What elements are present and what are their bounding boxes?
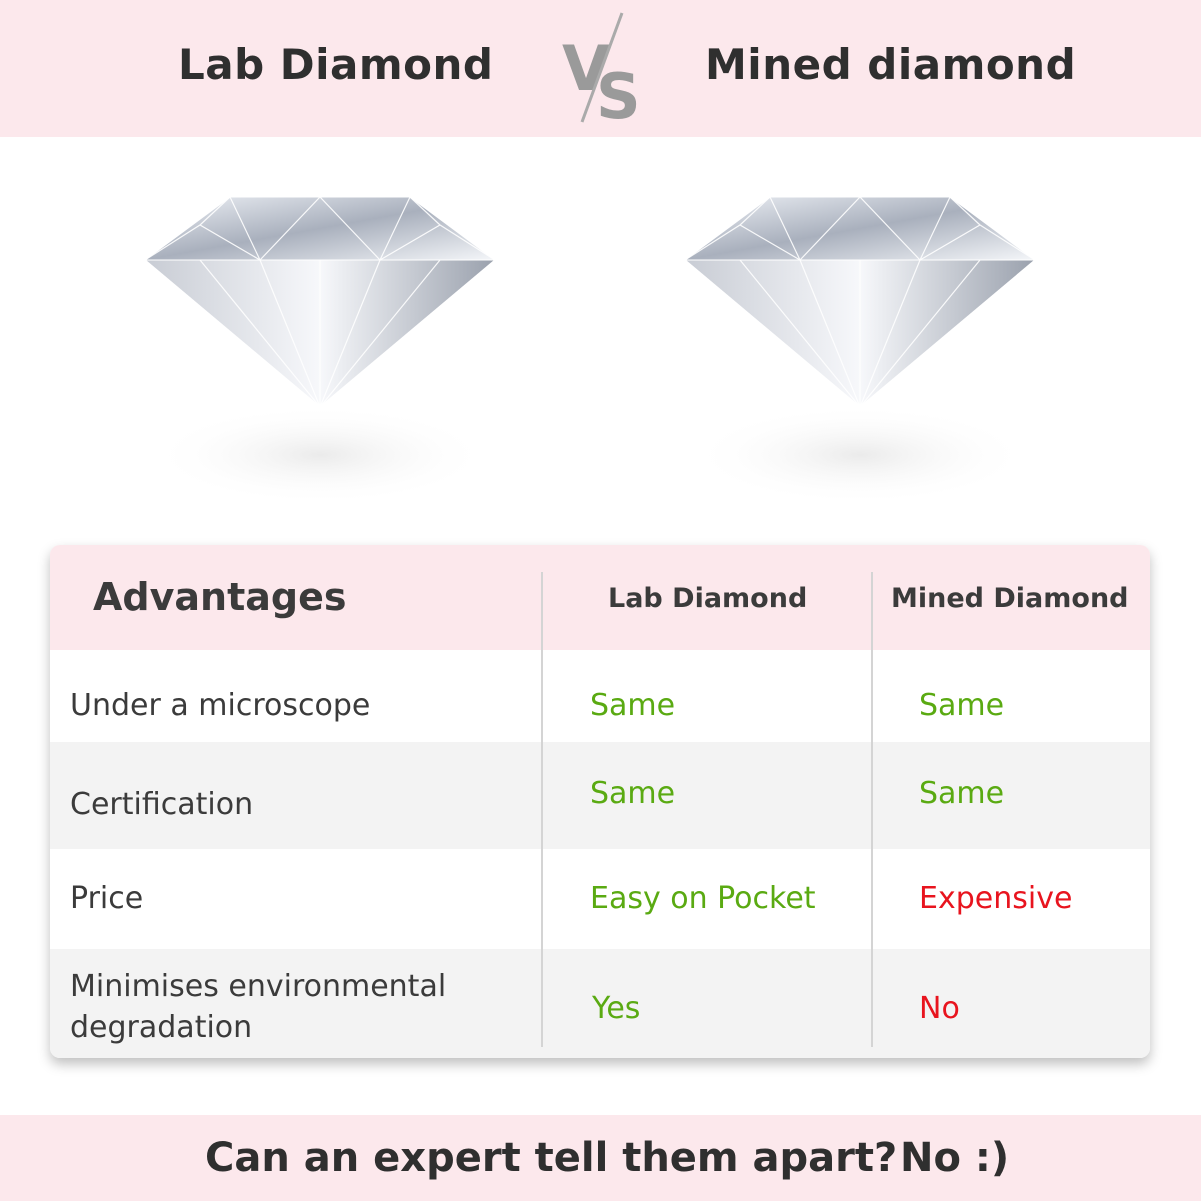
row-label: Certification — [70, 787, 254, 822]
row-label: Price — [70, 881, 144, 916]
mined-value: No — [919, 991, 960, 1026]
column-divider — [871, 572, 873, 1047]
header-lab-diamond: Lab Diamond — [608, 583, 808, 614]
table-row: Under a microscope Same Same — [50, 650, 1150, 742]
comparison-table: Advantages Lab Diamond Mined Diamond Und… — [50, 545, 1150, 1058]
header-mined-diamond: Mined Diamond — [891, 583, 1129, 614]
table-row: Minimises environmental degradation Yes … — [50, 949, 1150, 1058]
footer-answer: No :) — [900, 1135, 1010, 1181]
lab-diamond-title: Lab Diamond — [178, 40, 494, 89]
mined-value: Expensive — [919, 881, 1073, 916]
lab-value: Same — [590, 776, 676, 811]
lab-value: Easy on Pocket — [590, 881, 816, 916]
column-divider — [541, 572, 543, 1047]
mined-value: Same — [919, 688, 1005, 723]
table-header-row: Advantages Lab Diamond Mined Diamond — [50, 545, 1150, 650]
svg-text:S: S — [596, 60, 640, 125]
lab-value: Same — [590, 688, 676, 723]
row-label-line2: degradation — [70, 1010, 253, 1045]
header-advantages: Advantages — [93, 575, 347, 619]
row-label: Under a microscope — [70, 688, 371, 723]
lab-value: Yes — [592, 991, 641, 1026]
table-row: Price Easy on Pocket Expensive — [50, 849, 1150, 949]
table-row: Certification Same Same — [50, 742, 1150, 849]
footer-question: Can an expert tell them apart? — [205, 1135, 898, 1181]
footer-banner: Can an expert tell them apart? No :) — [0, 1115, 1201, 1201]
row-label-line1: Minimises environmental — [70, 969, 447, 1004]
lab-diamond-image — [143, 196, 497, 505]
mined-diamond-image — [683, 196, 1037, 505]
mined-value: Same — [919, 776, 1005, 811]
title-banner: Lab Diamond V S Mined diamond — [0, 0, 1201, 137]
vs-logo: V S — [562, 12, 640, 125]
mined-diamond-title: Mined diamond — [705, 40, 1077, 89]
